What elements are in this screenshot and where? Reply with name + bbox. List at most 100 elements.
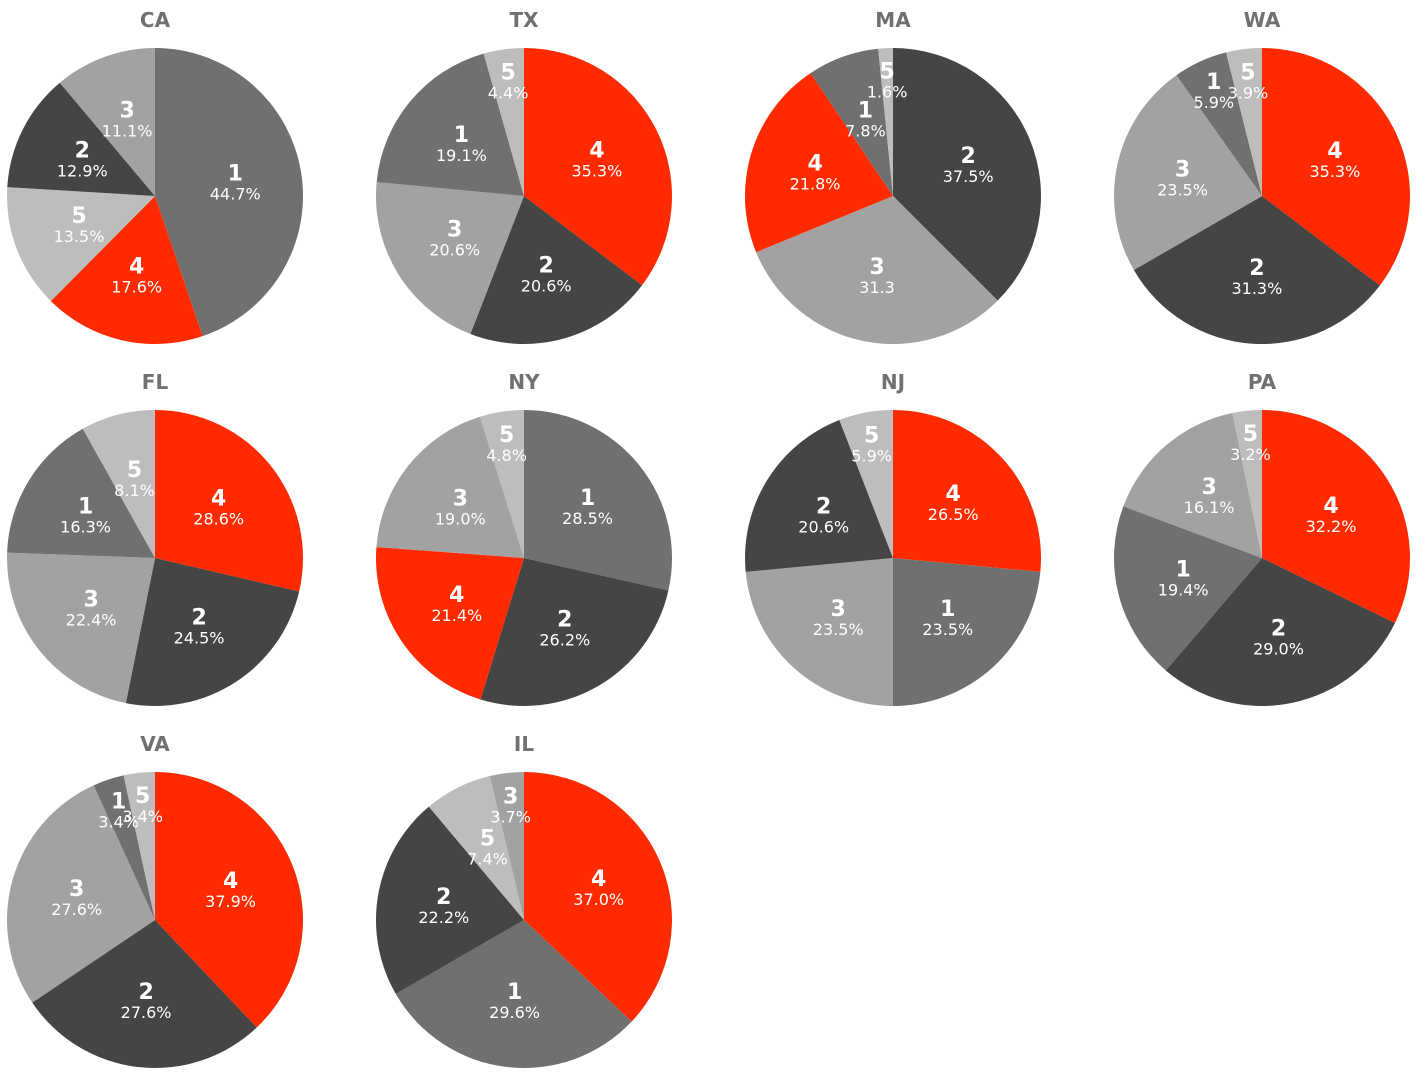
slice-category-label: 1: [940, 597, 955, 622]
slice-category-label: 1: [1176, 557, 1191, 582]
chart-title: VA: [140, 732, 170, 756]
slice-category-label: 4: [449, 583, 464, 608]
slice-percent-label: 28.6%: [193, 509, 244, 528]
slice-category-label: 4: [1323, 494, 1338, 519]
slice-category-label: 2: [1271, 617, 1286, 642]
slice-percent-label: 4.8%: [486, 446, 527, 465]
pie-svg: 432.2% 229.0% 119.4% 316.1% 53.2%: [1114, 410, 1410, 706]
pie-slice-4: [50, 196, 203, 344]
slice-percent-label: 8.1%: [114, 481, 155, 500]
slice-percent-label: 19.0%: [435, 509, 486, 528]
chart-title: CA: [139, 8, 171, 32]
pie-slice-3: [745, 558, 893, 706]
slice-category-label: 3: [869, 255, 884, 280]
pie-slice-3: [376, 416, 524, 558]
pie-slice-4: [524, 772, 672, 1022]
slice-percent-label: 24.5%: [174, 628, 225, 647]
slice-percent-label: 37.9%: [205, 892, 256, 911]
pie-svg: 128.5% 226.2% 421.4% 319.0% 54.8%: [375, 410, 673, 706]
chart-title: NJ: [880, 370, 906, 394]
slice-category-label: 4: [1327, 139, 1342, 164]
pie-slice-1: [1114, 506, 1262, 671]
pie-slice-2: [7, 82, 156, 196]
pie-slice-3: [756, 196, 998, 344]
pie-chart-ca: CA 1 44.7% 4 17.6% 5 13.5% 2 12.9% 3 11.1%: [5, 0, 305, 345]
pie-svg: 437.9%227.6%327.6%13.4%53.4%: [6, 772, 303, 1068]
chart-title: NY: [508, 370, 540, 394]
slice-percent-label: 3.9%: [1228, 83, 1269, 102]
slice-percent-label: 20.6%: [429, 241, 480, 260]
slice-category-label: 5: [135, 784, 150, 809]
slice-percent-label: 32.2%: [1306, 517, 1357, 536]
slice-category-label: 4: [211, 486, 226, 511]
slice-percent-label: 16.3%: [60, 518, 111, 537]
slice-percent-label: 12.9%: [57, 161, 108, 180]
slice-category-label: 5: [127, 458, 142, 483]
slice-category-label: 1: [580, 486, 595, 511]
slice-category-label: 1: [507, 980, 522, 1005]
chart-title: PA: [1247, 370, 1277, 394]
slice-percent-label: 5.9%: [851, 447, 892, 466]
pie-slice-2: [470, 196, 643, 345]
pie-slice-5: [839, 410, 893, 558]
slice-category-label: 5: [500, 61, 515, 86]
pie-slice-2: [376, 806, 524, 994]
pie-chart-wa: WA 4 35.3% 2 31.3% 3 23.5% 1 5.9% 5 3.9%: [1112, 0, 1412, 345]
slice-category-label: 2: [75, 138, 90, 163]
slice-category-label: 2: [961, 144, 976, 169]
slice-category-label: 5: [1243, 422, 1258, 447]
pie-slice-3: [7, 552, 155, 704]
pie-slice-1: [893, 558, 1041, 706]
pie-slice-5: [123, 772, 155, 920]
slice-percent-label: 27.6%: [121, 1003, 172, 1022]
pie-slice-1: [1176, 52, 1262, 197]
pie-svg: 437.0% 129.6% 222.2% 57.4% 33.7%: [376, 772, 672, 1068]
pie-svg: 426.5%123.5%323.5%220.6%55.9%: [745, 410, 1041, 706]
slice-percent-label: 23.5%: [922, 620, 973, 639]
slice-category-label: 3: [1175, 158, 1190, 183]
slice-percent-label: 3.4%: [98, 812, 139, 831]
slice-category-label: 5: [499, 423, 514, 448]
slice-percent-label: 4.4%: [488, 84, 529, 103]
pie-slice-5: [878, 48, 893, 196]
slice-percent-label: 28.5%: [562, 509, 613, 528]
pie-slice-2: [1133, 196, 1380, 345]
pie-slice-3: [6, 785, 155, 1003]
chart-title: FL: [141, 370, 169, 394]
pie-slice-1: [93, 775, 155, 920]
chart-title: MA: [875, 8, 911, 32]
slice-category-label: 3: [453, 486, 468, 511]
slice-category-label: 2: [1249, 256, 1264, 281]
pie-chart-tx: TX 4 35.3% 2 20.6% 3 20.6% 1 19.1% 5 4.4%: [374, 0, 674, 345]
slice-percent-label: 13.5%: [54, 227, 105, 246]
slice-category-label: 3: [69, 877, 84, 902]
slice-category-label: 2: [191, 605, 206, 630]
slice-percent-label: 44.7%: [210, 185, 261, 204]
pie-slice-2: [125, 558, 300, 706]
pie-slice-3: [1113, 75, 1262, 270]
slice-category-label: 2: [816, 494, 831, 519]
slice-percent-label: 21.4%: [431, 606, 482, 625]
slice-category-label: 3: [119, 99, 134, 124]
slice-category-label: 4: [223, 869, 238, 894]
pie-slice-5: [6, 187, 156, 302]
slice-category-label: 2: [557, 607, 572, 632]
slice-category-label: 5: [71, 204, 86, 229]
slice-category-label: 1: [858, 98, 873, 123]
slice-percent-label: 35.3%: [571, 162, 622, 181]
pie-slice-4: [744, 73, 893, 253]
pie-chart-il: IL 4 37.0% 1 29.6% 2 22.2% 5 7.4% 3 3.7%: [374, 724, 674, 1069]
slice-percent-label: 20.6%: [521, 276, 572, 295]
pie-slice-2: [480, 558, 669, 706]
slice-percent-label: 26.2%: [539, 630, 590, 649]
pie-svg: 237.5% 331.3 421.8% 17.8% 51.6%: [744, 48, 1041, 344]
slice-category-label: 3: [447, 218, 462, 243]
slice-category-label: 4: [591, 867, 606, 892]
pie-svg: 435.3% 231.3% 323.5% 15.9% 53.9%: [1113, 48, 1411, 345]
pie-chart-ma: MA 2 37.5% 3 31.3 4 21.8% 1 7.8% 5 1.6%: [743, 0, 1043, 345]
pie-slice-1: [376, 53, 524, 197]
slice-percent-label: 31.3: [859, 278, 895, 297]
slice-percent-label: 22.4%: [66, 610, 117, 629]
pie-slice-3: [59, 47, 155, 196]
